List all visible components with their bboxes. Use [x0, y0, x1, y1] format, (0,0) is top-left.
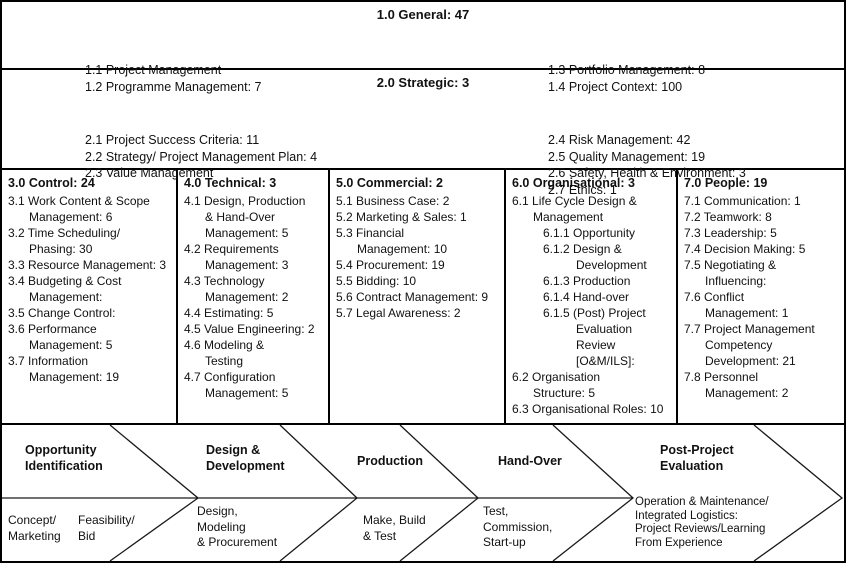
list-item: 2.7 Ethics: 1 [548, 182, 617, 197]
list-item: 4.2 Requirements Management: 3 [184, 242, 289, 272]
list-item: 2.3 Value Management [85, 166, 214, 180]
phase-post-project-evaluation: Post-Project Evaluation [660, 443, 734, 473]
process-chevron-graphic [2, 425, 844, 561]
list-item: 6.2 Organisation Structure: 5 [512, 370, 601, 400]
chevron-divider [279, 425, 358, 561]
list-item: 2.2 Strategy/ Project Management Plan: 4 [85, 149, 318, 164]
list-item: 7.2 Teamwork: 8 [684, 210, 772, 224]
column-items: 4.1 Design, Production & Hand-Over Manag… [184, 193, 325, 401]
stage-concept-marketing: Concept/ Marketing [8, 513, 61, 543]
list-item: 7.8 Personnel Management: 2 [684, 370, 789, 400]
list-item: 3.5 Change Control: [8, 306, 116, 320]
strategic-header: 2.0 Strategic: 3 [376, 75, 470, 90]
phase-production: Production [357, 454, 423, 468]
column-control: 3.0 Control: 24 3.1 Work Content & Scope… [2, 170, 178, 423]
list-item: 2.4 Risk Management: 42 [548, 133, 691, 147]
general-items-right: 1.3 Portfolio Management: 8 1.4 Project C… [548, 29, 705, 95]
list-item: 4.5 Value Engineering: 2 [184, 322, 315, 336]
list-item: 5.6 Contract Management: 9 [336, 290, 489, 304]
list-item: 3.4 Budgeting & Cost Management: [8, 274, 122, 304]
column-items: 7.1 Communication: 1 7.2 Teamwork: 8 7.3 L… [684, 193, 841, 401]
list-item: 4.3 Technology Management: 2 [184, 274, 289, 304]
chevron-divider [399, 425, 479, 561]
section-categories: 3.0 Control: 24 3.1 Work Content & Scope… [2, 170, 844, 425]
list-item: 4.4 Estimating: 5 [184, 306, 274, 320]
column-header: 6.0 Organisational: 3 [512, 176, 635, 190]
list-item: 6.1.5 (Post) Project Evaluation Review [… [543, 306, 646, 368]
list-item: 4.1 Design, Production & Hand-Over Manag… [184, 194, 306, 240]
list-item: 3.2 Time Scheduling/ Phasing: 30 [8, 226, 121, 256]
list-item: 3.7 Information Management: 19 [8, 354, 120, 384]
list-item: 5.7 Legal Awareness: 2 [336, 306, 461, 320]
phase-hand-over: Hand-Over [498, 454, 562, 468]
column-items: 5.1 Business Case: 2 5.2 Marketing & Sale… [336, 193, 501, 321]
stage-make-build-test: Make, Build & Test [363, 513, 426, 543]
list-item: 6.3 Organisational Roles: 10 [512, 402, 664, 416]
stage-test-commission-startup: Test, Commission, Start-up [483, 504, 553, 549]
general-items-left: 1.1 Project Management 1.2 Programme Mana… [85, 29, 261, 95]
list-item: 6.1.4 Hand-over [543, 290, 630, 304]
list-item: 1.1 Project Management [85, 63, 222, 77]
stage-operation-maintenance: Operation & Maintenance/ Integrated Logi… [635, 496, 769, 549]
list-item: 6.1.3 Production [543, 274, 631, 288]
list-item: 4.7 Configuration Management: 5 [184, 370, 289, 400]
phase-design-development: Design & Development [206, 443, 285, 473]
column-commercial: 5.0 Commercial: 2 5.1 Business Case: 2 5.… [330, 170, 506, 423]
strategic-items-right: 2.4 Risk Management: 42 2.5 Quality Manag… [548, 99, 746, 198]
list-item: 5.2 Marketing & Sales: 1 [336, 210, 467, 224]
list-item: 5.4 Procurement: 19 [336, 258, 445, 272]
list-item: 6.1.2 Design & Development [543, 242, 647, 272]
list-item: 4.6 Modeling & Testing [184, 338, 265, 368]
list-item: 3.1 Work Content & Scope Management: 6 [8, 194, 150, 224]
phase-opportunity-identification: Opportunity Identification [25, 443, 103, 473]
column-header: 5.0 Commercial: 2 [336, 176, 443, 190]
list-item: 7.1 Communication: 1 [684, 194, 801, 208]
list-item: 7.3 Leadership: 5 [684, 226, 777, 240]
section-general: 1.0 General: 47 1.1 Project Management 1.… [2, 2, 844, 94]
chevron-divider [109, 425, 200, 561]
list-item: 7.5 Negotiating & Influencing: [684, 258, 777, 288]
stage-feasibility-bid: Feasibility/ Bid [78, 513, 135, 543]
strategic-items-left: 2.1 Project Success Criteria: 11 2.2 Stra… [85, 99, 317, 182]
list-item: 7.6 Conflict Management: 1 [684, 290, 789, 320]
chevron-divider [552, 425, 635, 561]
column-items: 3.1 Work Content & Scope Management: 6 3.… [8, 193, 173, 385]
stage-design-modeling-procurement: Design, Modeling & Procurement [197, 504, 278, 549]
section-lifecycle-process: Opportunity Identification Design & Deve… [2, 425, 844, 561]
list-item: 1.4 Project Context: 100 [548, 79, 683, 94]
column-items: 6.1 Life Cycle Design & Management 6.1.1 … [512, 193, 673, 417]
chevron-divider [753, 425, 844, 561]
list-item: 6.1.1 Opportunity [543, 226, 636, 240]
list-item: 5.1 Business Case: 2 [336, 194, 450, 208]
list-item: 7.7 Project Management Competency Develo… [684, 322, 815, 368]
column-header: 3.0 Control: 24 [8, 176, 95, 190]
list-item: 2.6 Safety, Health & Environment: 3 [548, 166, 746, 180]
general-header: 1.0 General: 47 [376, 7, 470, 22]
list-item: 2.1 Project Success Criteria: 11 [85, 133, 260, 147]
column-technical: 4.0 Technical: 3 4.1 Design, Production … [178, 170, 330, 423]
list-item: 2.5 Quality Management: 19 [548, 149, 706, 164]
list-item: 5.3 Financial Management: 10 [336, 226, 448, 256]
list-item: 6.1 Life Cycle Design & Management [512, 194, 637, 224]
column-header: 7.0 People: 19 [684, 176, 768, 190]
section-strategic: 2.0 Strategic: 3 2.1 Project Success Cri… [2, 70, 844, 197]
column-header: 4.0 Technical: 3 [184, 176, 277, 190]
list-item: 7.4 Decision Making: 5 [684, 242, 806, 256]
list-item: 5.5 Bidding: 10 [336, 274, 417, 288]
column-people: 7.0 People: 19 7.1 Communication: 1 7.2 T… [678, 170, 844, 423]
list-item: 1.3 Portfolio Management: 8 [548, 63, 706, 77]
list-item: 3.6 Performance Management: 5 [8, 322, 113, 352]
list-item: 1.2 Programme Management: 7 [85, 79, 262, 94]
column-organisational: 6.0 Organisational: 3 6.1 Life Cycle Des… [506, 170, 678, 423]
list-item: 3.3 Resource Management: 3 [8, 258, 167, 272]
